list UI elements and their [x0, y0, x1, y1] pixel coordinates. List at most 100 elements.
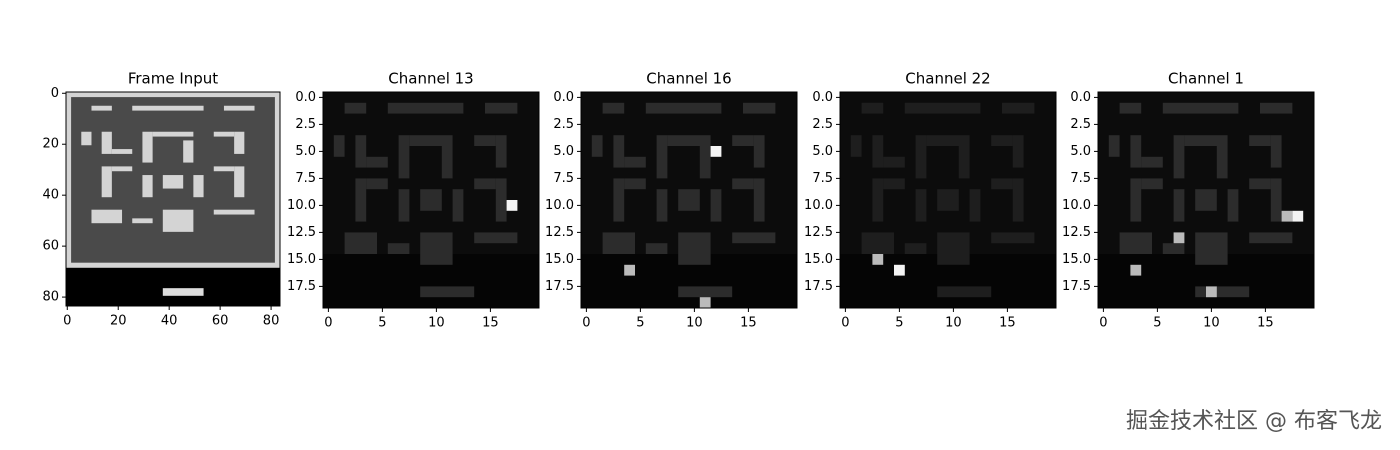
feature-block — [753, 178, 765, 222]
y-tick-label: 7.5 — [1070, 171, 1091, 186]
maze-wall — [234, 131, 245, 154]
feature-block — [1195, 286, 1250, 298]
y-tick-label: 15.0 — [1062, 252, 1091, 267]
x-tick-label: 5 — [636, 316, 644, 331]
y-tick-label: 80 — [42, 290, 59, 305]
feature-block — [1249, 232, 1293, 244]
x-tick-label: 10 — [945, 316, 962, 331]
feature-block — [366, 156, 388, 168]
feature-block — [1119, 232, 1152, 254]
x-tick-label: 15 — [1257, 316, 1274, 331]
feature-block — [656, 189, 668, 222]
y-tick-label: 12.5 — [545, 225, 574, 240]
feature-block — [937, 286, 992, 298]
y-tick-label: 17.5 — [545, 279, 574, 294]
panel-title: Channel 1 — [1168, 70, 1244, 88]
x-tick-label: 5 — [378, 316, 386, 331]
feature-block — [387, 102, 464, 114]
y-tick-label: 7.5 — [553, 171, 574, 186]
maze-wall — [101, 131, 112, 154]
feature-block — [732, 178, 754, 190]
maze-wall — [111, 149, 133, 154]
x-tick-label: 10 — [428, 316, 445, 331]
x-tick-label: 10 — [1203, 316, 1220, 331]
feature-block — [420, 232, 453, 265]
axes-frame — [839, 91, 1057, 309]
feature-block — [344, 232, 377, 254]
feature-block — [602, 102, 625, 114]
maze-wall — [152, 131, 194, 137]
feature-block — [753, 135, 765, 168]
maze-wall — [193, 175, 204, 198]
feature-block — [1119, 102, 1142, 114]
y-tick-label: 0.0 — [812, 90, 833, 105]
feature-block — [926, 135, 970, 146]
feature-block — [1249, 178, 1271, 190]
feature-block — [474, 135, 496, 146]
y-tick-label: 0.0 — [1070, 90, 1091, 105]
y-tick-label: 5.0 — [295, 144, 316, 159]
feature-block — [1162, 102, 1239, 114]
maze-wall — [132, 105, 204, 111]
y-tick-label: 15.0 — [804, 252, 833, 267]
feature-block — [355, 135, 367, 168]
y-tick-label: 12.5 — [1062, 225, 1091, 240]
activation — [1130, 264, 1142, 276]
y-tick-label: 10.0 — [287, 198, 316, 213]
feature-block — [861, 232, 894, 254]
panel-title: Channel 16 — [646, 70, 731, 88]
maze-wall — [142, 131, 153, 163]
feature-block — [904, 243, 927, 254]
feature-block — [624, 178, 646, 190]
x-tick-label: 10 — [686, 316, 703, 331]
y-tick-label: 7.5 — [295, 171, 316, 186]
feature-block — [667, 135, 711, 146]
feature-block — [398, 135, 410, 179]
x-tick-label: 15 — [999, 316, 1016, 331]
feature-block — [1130, 178, 1142, 222]
y-tick-label: 15.0 — [545, 252, 574, 267]
feature-block — [872, 135, 884, 168]
x-tick-label: 5 — [895, 316, 903, 331]
feature-block — [710, 189, 722, 222]
x-tick-label: 0 — [63, 314, 71, 329]
feature-block — [915, 189, 927, 222]
feature-block — [602, 232, 635, 254]
activation — [1173, 232, 1185, 244]
x-tick-label: 15 — [740, 316, 757, 331]
feature-block — [958, 146, 970, 179]
y-tick-label: 5.0 — [1070, 144, 1091, 159]
maze-wall — [91, 105, 112, 111]
maze-wall — [223, 105, 255, 111]
feature-block — [409, 135, 453, 146]
feature-block — [991, 232, 1035, 244]
x-tick-label: 0 — [324, 316, 332, 331]
y-tick-label: 2.5 — [295, 117, 316, 132]
feature-block — [1227, 189, 1239, 222]
x-tick-label: 0 — [582, 316, 590, 331]
feature-block — [991, 135, 1013, 146]
feature-block — [883, 178, 905, 190]
feature-block — [1130, 135, 1142, 168]
feature-block — [1173, 135, 1185, 179]
panel-title: Channel 22 — [905, 70, 990, 88]
maze-wall — [91, 209, 123, 224]
feature-block — [937, 189, 959, 211]
feature-block — [474, 178, 496, 190]
feature-block — [1002, 102, 1035, 114]
maze-wall — [183, 140, 194, 163]
axes-frame — [65, 91, 281, 307]
feature-block — [678, 189, 700, 211]
feature-block — [485, 102, 518, 114]
maze-wall — [101, 166, 112, 198]
feature-block — [1195, 189, 1217, 211]
feature-block — [355, 178, 367, 222]
feature-block — [991, 178, 1013, 190]
maze-wall — [81, 131, 92, 146]
y-tick-label: 20 — [42, 137, 59, 152]
y-tick-label: 0 — [51, 86, 59, 101]
maze-wall — [213, 209, 255, 215]
feature-block — [1012, 178, 1024, 222]
maze-wall — [111, 166, 133, 172]
